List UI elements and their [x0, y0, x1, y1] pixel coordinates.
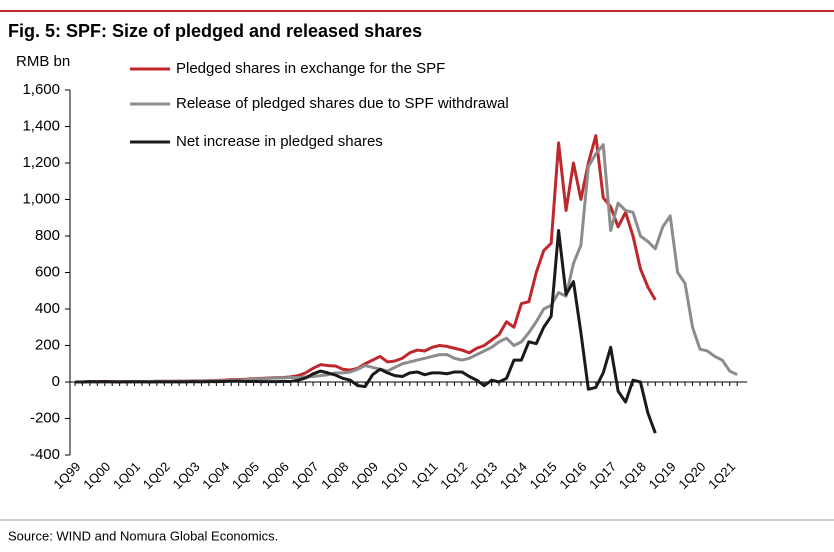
x-tick-label: 1Q10	[378, 459, 411, 492]
chart-title: Fig. 5: SPF: Size of pledged and release…	[8, 21, 422, 41]
x-tick-label: 1Q21	[705, 459, 738, 492]
series-line	[75, 229, 657, 434]
y-tick-label: 1,400	[22, 117, 60, 134]
x-tick-label: 1Q03	[169, 459, 202, 492]
legend-label: Net increase in pledged shares	[176, 133, 383, 150]
y-tick-label: 1,600	[22, 81, 60, 98]
legend-label: Release of pledged shares due to SPF wit…	[176, 95, 509, 112]
y-tick-label: 1,000	[22, 190, 60, 207]
x-tick-label: 1Q19	[646, 459, 679, 492]
x-tick-label: 1Q02	[140, 459, 173, 492]
source-note: Source: WIND and Nomura Global Economics…	[8, 528, 278, 543]
y-tick-label: -200	[30, 409, 60, 426]
x-tick-label: 1Q15	[527, 459, 560, 492]
y-tick-label: 800	[35, 227, 60, 244]
y-tick-label: 1,200	[22, 154, 60, 171]
x-tick-label: 1Q14	[497, 459, 530, 492]
x-tick-label: 1Q09	[348, 459, 381, 492]
y-tick-label: 400	[35, 300, 60, 317]
x-tick-label: 1Q99	[50, 459, 83, 492]
series-line	[75, 134, 657, 384]
x-tick-label: 1Q20	[675, 459, 708, 492]
x-tick-label: 1Q08	[318, 459, 351, 492]
x-tick-label: 1Q13	[467, 459, 500, 492]
y-axis-label: RMB bn	[16, 53, 70, 70]
legend-label: Pledged shares in exchange for the SPF	[176, 60, 445, 77]
x-tick-label: 1Q07	[289, 459, 322, 492]
x-tick-label: 1Q00	[80, 459, 113, 492]
y-tick-label: 600	[35, 263, 60, 280]
x-tick-label: 1Q16	[556, 459, 589, 492]
x-tick-label: 1Q11	[408, 459, 440, 491]
x-tick-label: 1Q05	[229, 459, 262, 492]
x-tick-label: 1Q04	[199, 459, 232, 492]
y-tick-label: -400	[30, 446, 60, 463]
x-tick-label: 1Q17	[586, 459, 619, 492]
y-tick-label: 200	[35, 336, 60, 353]
x-tick-label: 1Q01	[110, 459, 143, 492]
x-tick-label: 1Q06	[259, 459, 292, 492]
y-tick-label: 0	[52, 373, 60, 390]
x-tick-label: 1Q18	[616, 459, 649, 492]
x-tick-label: 1Q12	[437, 459, 470, 492]
